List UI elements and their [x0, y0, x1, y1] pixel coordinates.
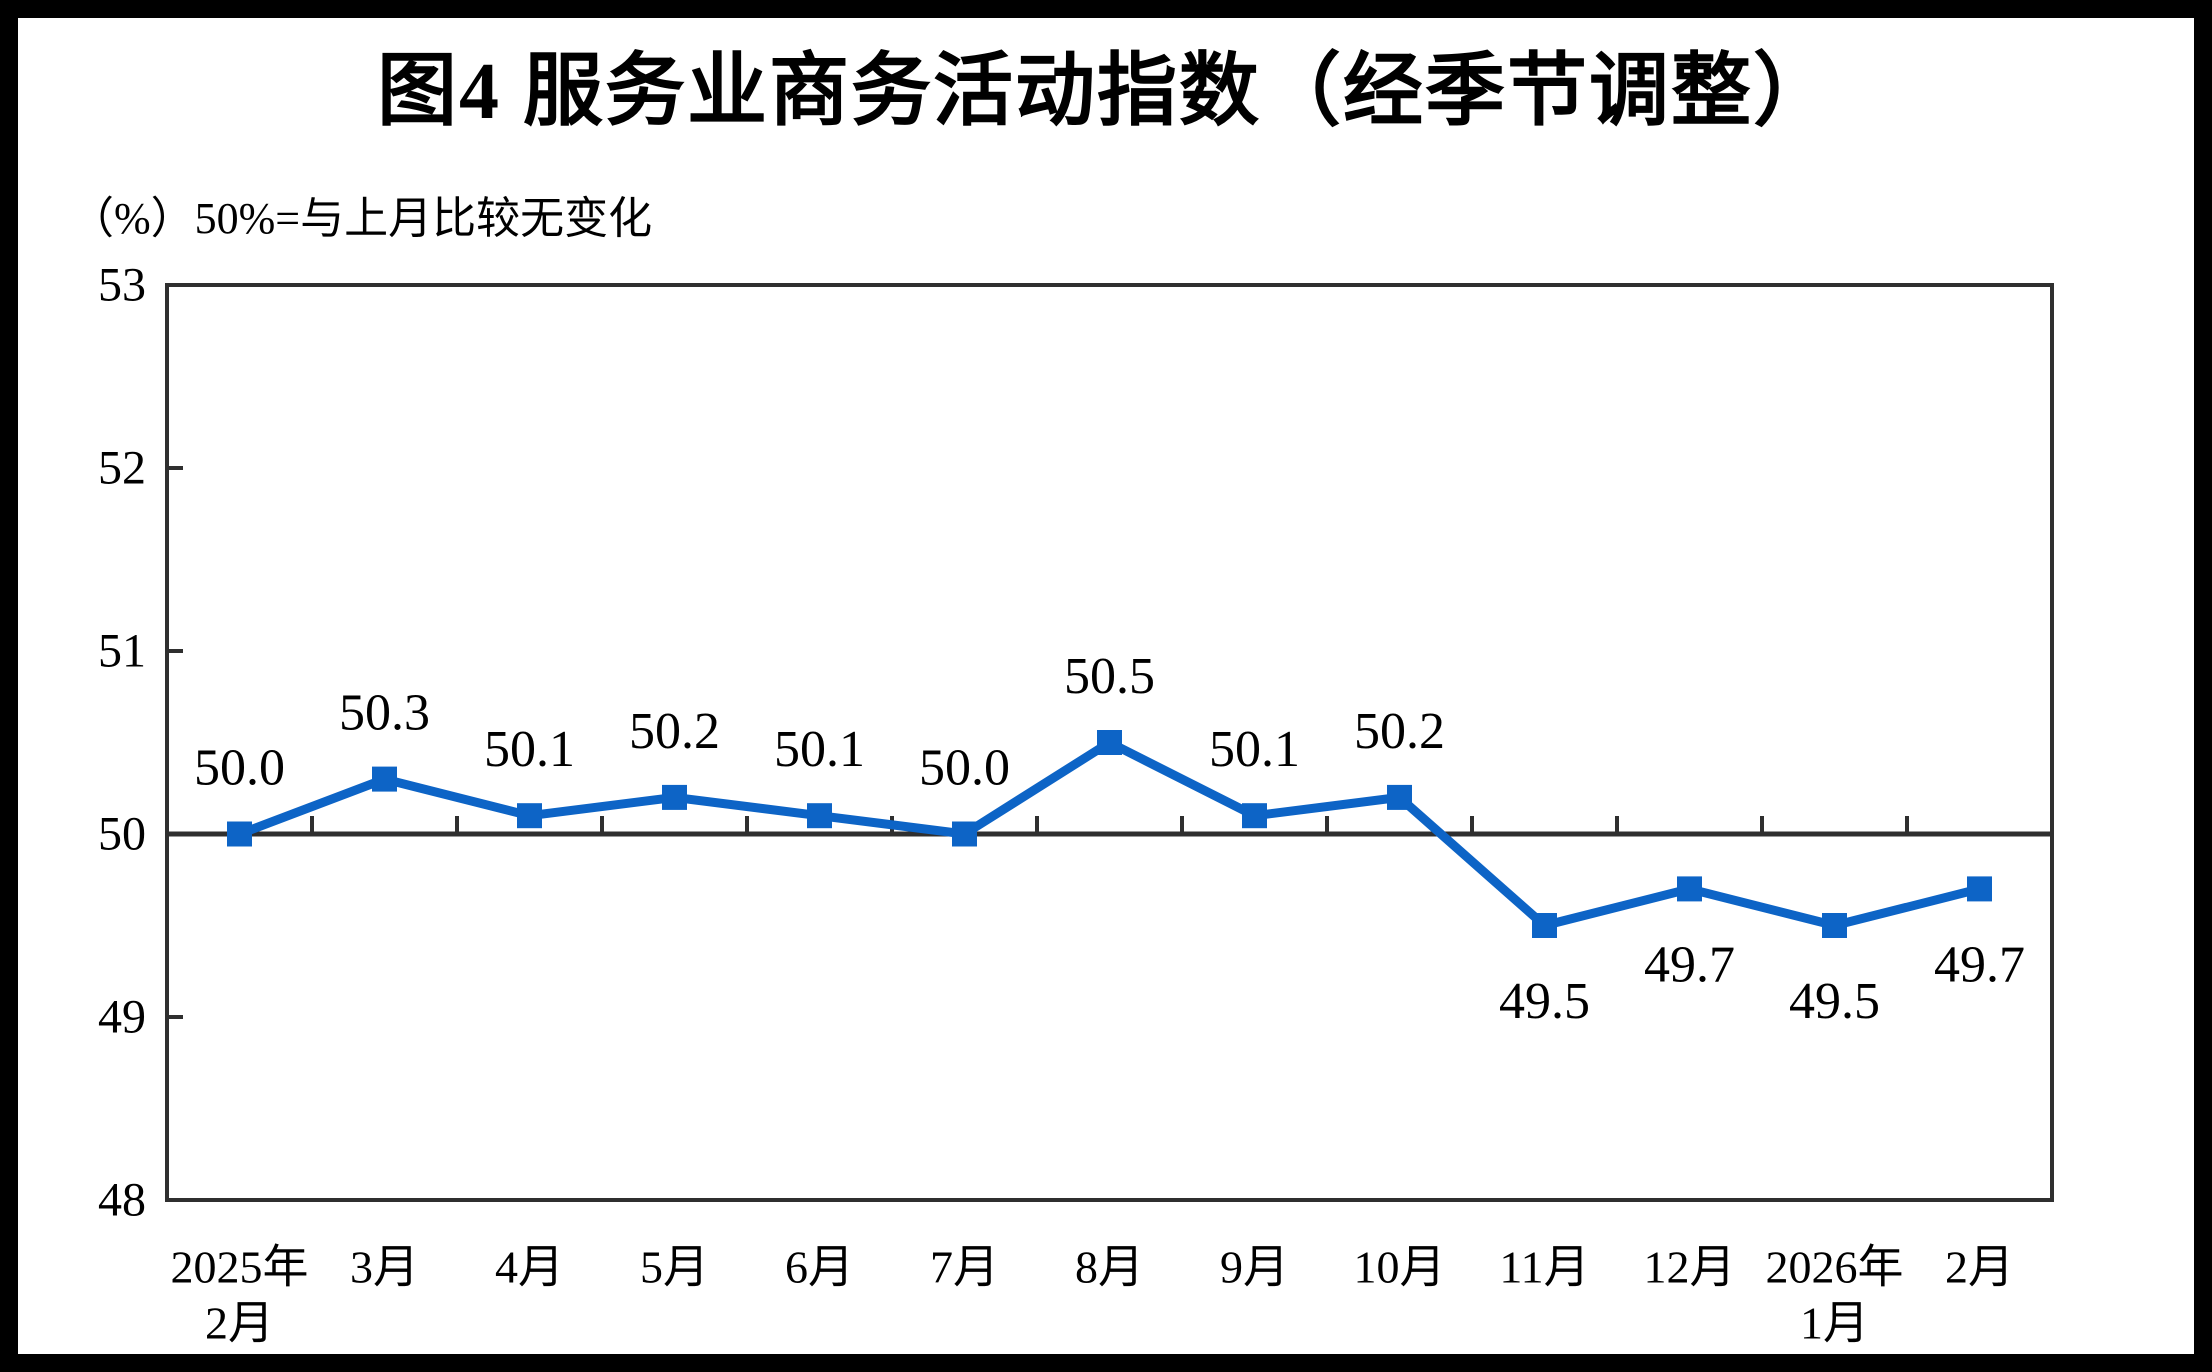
y-axis-tick-label: 51 [98, 625, 146, 678]
x-axis-category-label: 6月 [785, 1242, 854, 1293]
x-axis-category-label: 11月 [1499, 1242, 1589, 1293]
data-point-marker [517, 803, 542, 829]
data-label: 50.2 [1354, 703, 1445, 760]
data-point-marker [1532, 913, 1557, 938]
x-axis-category-label: 2026年 [1766, 1242, 1904, 1293]
data-point-marker [1097, 730, 1122, 755]
data-point-marker [807, 803, 832, 829]
data-label: 50.0 [194, 740, 285, 797]
data-point-marker [662, 784, 687, 810]
data-label: 49.5 [1499, 973, 1590, 1030]
plot-frame [165, 283, 2054, 1202]
y-axis-tick-label: 48 [98, 1174, 146, 1227]
x-axis-category-label: 7月 [930, 1242, 999, 1293]
x-axis-category-label: 9月 [1220, 1242, 1289, 1293]
data-point-marker [1387, 784, 1412, 810]
data-point-marker [1822, 913, 1847, 938]
data-label: 50.1 [774, 721, 865, 778]
x-axis-category-label: 3月 [350, 1242, 419, 1293]
y-axis-tick-label: 52 [98, 442, 146, 495]
x-axis-category-label: 4月 [495, 1242, 564, 1293]
data-label: 50.3 [339, 685, 430, 742]
data-label: 50.1 [484, 721, 575, 778]
y-axis-unit-note: （%）50%=与上月比较无变化 [70, 194, 653, 243]
data-label: 49.7 [1934, 936, 2025, 993]
data-label: 50.2 [629, 703, 720, 760]
x-axis-category-label: 2025年 [171, 1242, 309, 1293]
y-axis-tick-label: 53 [98, 259, 146, 312]
x-axis-category-label: 10月 [1354, 1242, 1446, 1293]
data-point-marker [227, 821, 252, 847]
data-point-marker [372, 766, 397, 792]
data-point-marker [1967, 876, 1992, 902]
x-axis-category-label: 12月 [1644, 1242, 1736, 1293]
x-axis-category-label: 5月 [640, 1242, 709, 1293]
x-axis-category-label: 1月 [1800, 1298, 1869, 1349]
data-point-marker [1677, 876, 1702, 902]
x-axis-category-label: 8月 [1075, 1242, 1144, 1293]
data-label: 49.5 [1789, 973, 1880, 1030]
data-point-marker [1242, 803, 1267, 829]
data-label: 50.5 [1064, 648, 1155, 705]
x-axis-category-label: 2月 [205, 1298, 274, 1349]
data-label: 50.0 [919, 740, 1010, 797]
y-axis-tick-label: 50 [98, 808, 146, 861]
x-axis-category-label: 2月 [1945, 1242, 2014, 1293]
data-label: 49.7 [1644, 936, 1735, 993]
data-point-marker [952, 821, 977, 847]
y-axis-tick-label: 49 [98, 991, 146, 1044]
data-label: 50.1 [1209, 721, 1300, 778]
chart-title: 图4 服务业商务活动指数（经季节调整） [377, 48, 1835, 136]
